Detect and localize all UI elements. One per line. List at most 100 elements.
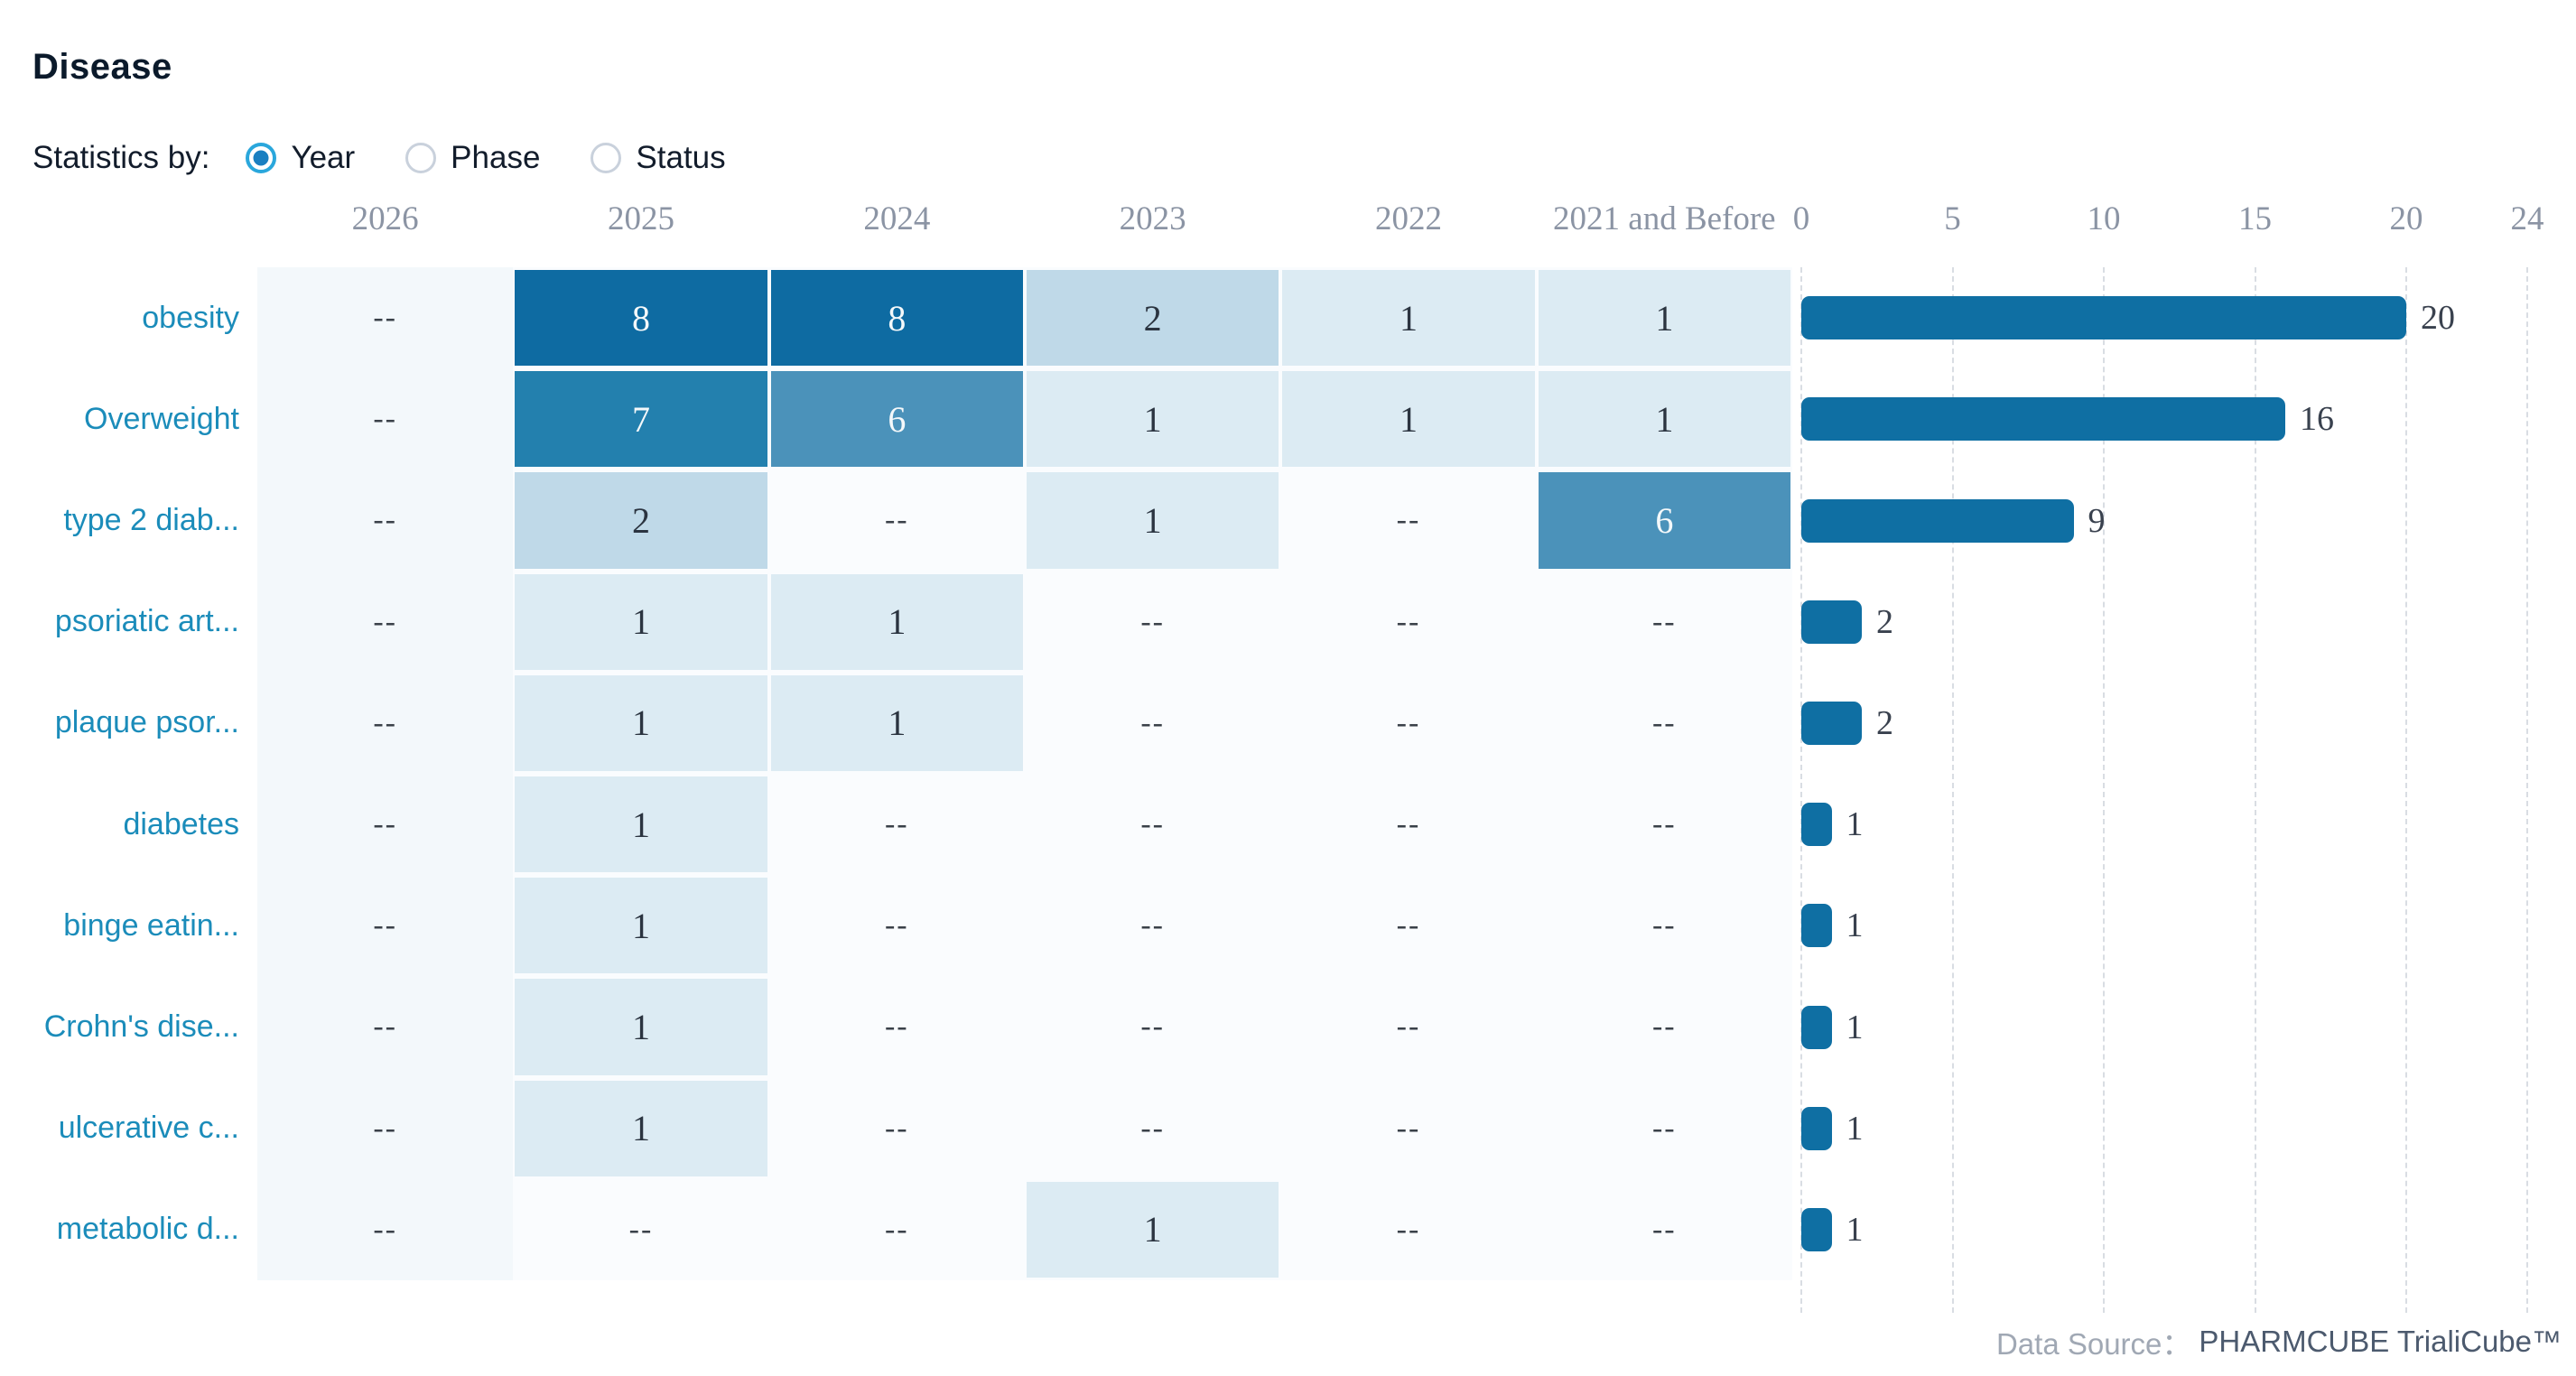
total-bar[interactable] — [1801, 1005, 1832, 1049]
total-bar[interactable] — [1801, 600, 1862, 644]
total-bar-value: 1 — [1846, 1210, 1864, 1249]
heatmap-cell-empty: -- — [1651, 705, 1677, 739]
axis-gridline — [1951, 267, 1954, 1313]
heatmap-cell[interactable]: 1 — [515, 776, 767, 873]
heatmap-cell[interactable]: 1 — [1027, 371, 1279, 468]
total-bar[interactable] — [1801, 803, 1832, 847]
total-bar[interactable] — [1801, 397, 2285, 442]
page-title: Disease — [33, 47, 172, 87]
year-column-header: 2022 — [1374, 200, 1442, 237]
year-column-header: 2021 and Before — [1553, 200, 1776, 237]
heatmap-cell[interactable]: 1 — [1282, 270, 1535, 367]
heatmap-cell[interactable]: 1 — [515, 674, 767, 771]
heatmap-cell-empty: -- — [373, 1009, 397, 1044]
heatmap-cell[interactable]: 6 — [1538, 472, 1790, 569]
radio-unselected-icon[interactable] — [405, 143, 437, 173]
bar-axis-tick: 5 — [1944, 200, 1961, 237]
heatmap-cell[interactable]: 2 — [1027, 270, 1279, 367]
heatmap-cell-empty: -- — [1396, 807, 1421, 841]
data-source-label: Data Source： — [1995, 1327, 2192, 1361]
total-bar[interactable] — [1801, 1207, 1832, 1251]
heatmap-cell[interactable]: 1 — [1538, 270, 1790, 367]
disease-row-label[interactable]: plaque psor... — [54, 705, 239, 740]
total-bar-value: 1 — [1846, 1109, 1864, 1148]
axis-gridline — [2103, 267, 2105, 1313]
heatmap-cell[interactable]: 8 — [515, 270, 767, 367]
row-band — [257, 1077, 1792, 1179]
disease-row-label[interactable]: Crohn's dise... — [43, 1009, 239, 1044]
total-bar[interactable] — [1801, 1106, 1832, 1150]
heatmap-cell-empty: -- — [884, 908, 909, 943]
axis-gridline — [1800, 267, 1802, 1313]
heatmap-cell-empty: -- — [373, 1212, 397, 1246]
heatmap-cell[interactable]: 8 — [770, 270, 1023, 367]
heatmap-cell[interactable]: 1 — [1282, 371, 1535, 468]
heatmap-cell-empty: -- — [1396, 1009, 1421, 1044]
heatmap-cell[interactable]: 1 — [515, 1080, 767, 1176]
heatmap-cell[interactable]: 1 — [770, 573, 1023, 670]
heatmap-cell-empty: -- — [373, 705, 397, 739]
bar-axis-tick: 15 — [2238, 200, 2272, 237]
heatmap-cell-empty: -- — [884, 1009, 909, 1044]
total-bar-value: 2 — [1876, 602, 1893, 641]
disease-row-label[interactable]: Overweight — [84, 401, 239, 436]
radio-option-phase[interactable]: Phase — [405, 140, 540, 176]
bar-axis-tick: 0 — [1792, 200, 1810, 237]
heatmap-cell-empty: -- — [1651, 1212, 1677, 1246]
statistics-by-controls: Statistics by: Year Phase Status — [33, 137, 777, 179]
disease-row-label[interactable]: type 2 diab... — [63, 502, 239, 537]
heatmap-cell[interactable]: 1 — [1027, 472, 1279, 569]
total-bar-value: 9 — [2088, 501, 2106, 540]
first-year-column-band — [257, 267, 514, 1280]
total-bar[interactable] — [1801, 701, 1862, 745]
total-bar-value: 20 — [2421, 299, 2455, 338]
heatmap-cell-empty: -- — [373, 604, 397, 638]
year-column-header: 2023 — [1119, 200, 1186, 237]
disease-row-label[interactable]: diabetes — [123, 806, 239, 841]
radio-selected-icon[interactable] — [246, 143, 277, 173]
heatmap-cell[interactable]: 1 — [515, 573, 767, 670]
total-bar[interactable] — [1801, 904, 1832, 948]
radio-unselected-icon[interactable] — [591, 143, 622, 173]
row-band — [257, 267, 1792, 369]
disease-row-label[interactable]: obesity — [142, 300, 239, 335]
radio-option-year[interactable]: Year — [246, 140, 355, 176]
heatmap-cell[interactable]: 1 — [515, 979, 767, 1075]
radio-label: Status — [636, 140, 726, 175]
heatmap-cell-empty: -- — [1396, 1212, 1421, 1246]
heatmap-cell-empty: -- — [628, 1212, 654, 1246]
heatmap-cell-empty: -- — [1651, 908, 1677, 943]
total-bar-value: 1 — [1846, 906, 1864, 945]
row-band — [257, 774, 1792, 876]
heatmap-cell-empty: -- — [1651, 807, 1677, 841]
row-band — [257, 875, 1792, 977]
heatmap-cell[interactable]: 1 — [1538, 371, 1790, 468]
row-band — [257, 976, 1792, 1078]
total-bar[interactable] — [1801, 296, 2406, 340]
heatmap-cell-empty: -- — [373, 1111, 397, 1145]
radio-option-status[interactable]: Status — [591, 140, 726, 176]
heatmap-cell[interactable]: 1 — [1027, 1181, 1279, 1278]
row-band — [257, 672, 1792, 774]
heatmap-cell-empty: -- — [373, 503, 397, 537]
year-column-header: 2024 — [863, 200, 931, 237]
heatmap-cell-empty: -- — [1651, 1111, 1677, 1145]
statistics-radio-group: Year Phase Status — [246, 140, 776, 176]
heatmap-cell[interactable]: 2 — [515, 472, 767, 569]
heatmap-cell[interactable]: 6 — [770, 371, 1023, 468]
disease-row-label[interactable]: binge eatin... — [63, 907, 239, 943]
heatmap-cell-empty: -- — [1140, 1009, 1165, 1044]
heatmap-cell-empty: -- — [373, 402, 397, 436]
total-bar-value: 1 — [1846, 805, 1864, 844]
heatmap-cell[interactable]: 1 — [770, 674, 1023, 771]
heatmap-cell-empty: -- — [1140, 705, 1165, 739]
heatmap-cell[interactable]: 1 — [515, 878, 767, 974]
heatmap-cell[interactable]: 7 — [515, 371, 767, 468]
disease-row-label[interactable]: ulcerative c... — [58, 1111, 239, 1146]
heatmap-cell-empty: -- — [1651, 1009, 1677, 1044]
total-bar[interactable] — [1801, 498, 2074, 543]
disease-row-label[interactable]: metabolic d... — [56, 1212, 239, 1247]
disease-row-label[interactable]: psoriatic art... — [54, 604, 239, 639]
